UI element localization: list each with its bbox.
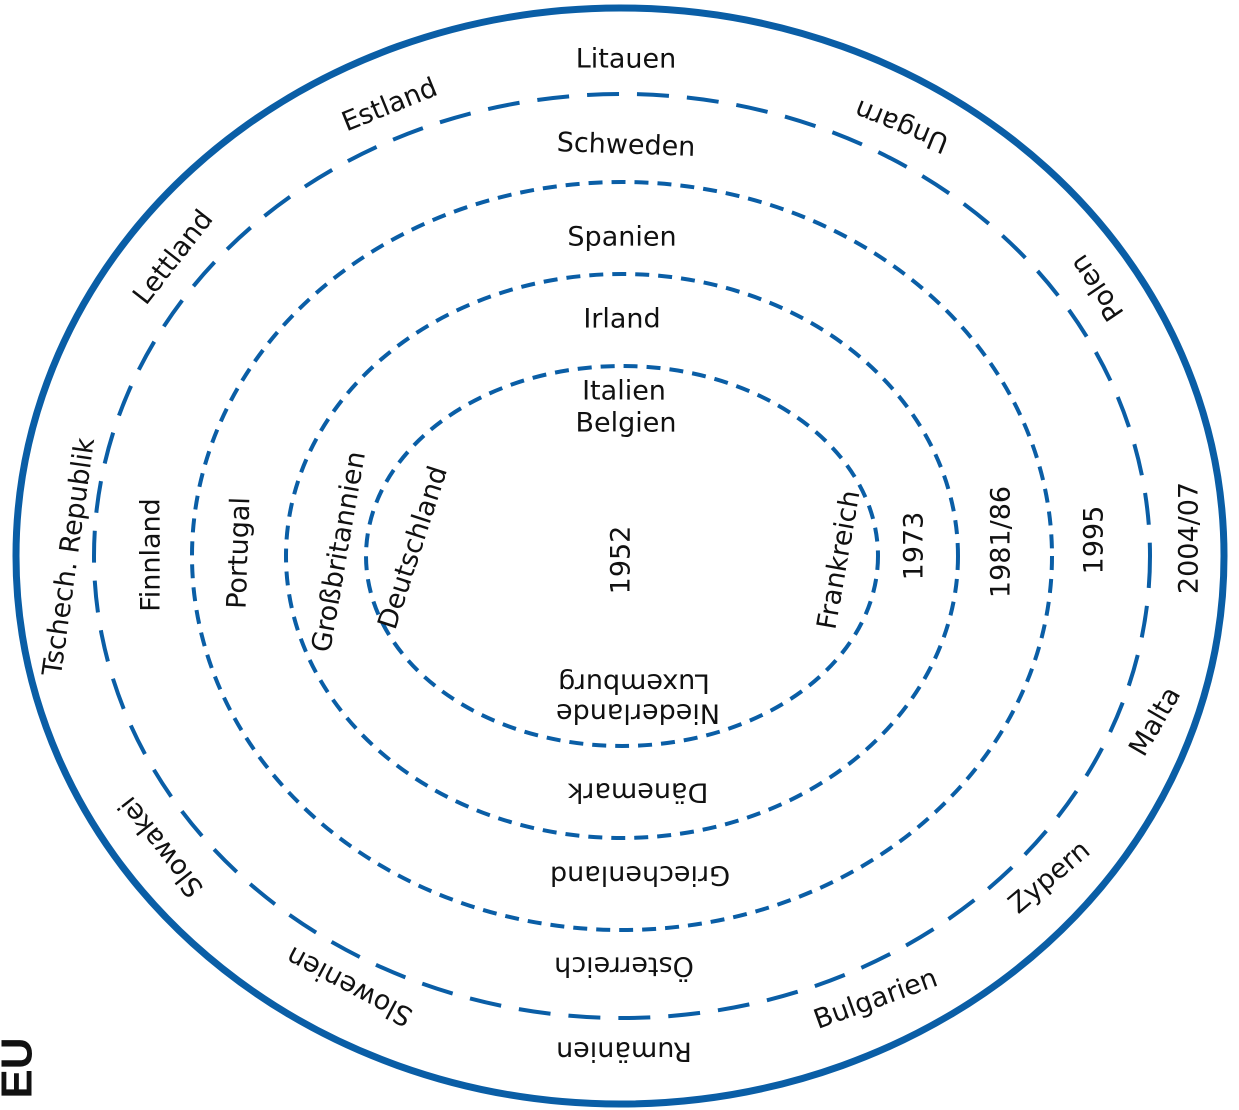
year-label: 1973 [899, 512, 930, 581]
ring-boundary-1952 [364, 364, 880, 748]
country-label: Finnland [136, 498, 167, 612]
ring-boundary-1995 [92, 92, 1152, 1020]
year-label: 2004/07 [1174, 482, 1205, 594]
country-label: Irland [583, 304, 660, 335]
country-label: Estland [337, 72, 441, 138]
country-label: Rumänien [556, 1036, 692, 1067]
country-label: Belgien [576, 408, 677, 439]
country-label: Slowakei [112, 790, 209, 903]
ring-1995-labels: 1995 Schweden Finnland Österreich [136, 127, 1110, 982]
country-label: Deutschland [372, 462, 454, 633]
country-label: Großbritannien [306, 449, 372, 655]
country-label: Malta [1123, 681, 1187, 761]
country-label: Spanien [567, 222, 676, 253]
ring-boundary-1981-86 [190, 180, 1054, 932]
country-label: Luxemburg [558, 668, 710, 699]
ring-boundary-1973 [284, 272, 960, 840]
country-label: Dänemark [567, 777, 708, 808]
country-label: Italien [582, 376, 666, 407]
ring-boundary-outer [12, 4, 1228, 1108]
country-label: Ungarn [850, 93, 953, 159]
year-label: 1981/86 [986, 486, 1017, 598]
country-label: Griechenland [550, 860, 730, 891]
country-label: Portugal [222, 497, 257, 610]
year-label: 1995 [1079, 506, 1110, 575]
country-label: Tschech. Republik [37, 436, 101, 679]
country-label: Frankreich [812, 488, 867, 632]
ring-1981-86-labels: 1981/86 Spanien Portugal Griechenland [222, 222, 1017, 891]
ring-boundaries [12, 4, 1228, 1108]
eu-corner-label: EU [0, 1037, 42, 1098]
year-label: 1952 [606, 526, 637, 595]
country-label: Litauen [576, 44, 677, 75]
country-label: Österreich [554, 951, 694, 983]
country-label: Bulgarien [810, 962, 942, 1035]
country-label: Schweden [556, 127, 696, 163]
country-label: Niederlande [556, 698, 720, 729]
ring-1952-labels: 1952 Italien Belgien Deutschland Frankre… [372, 376, 866, 729]
